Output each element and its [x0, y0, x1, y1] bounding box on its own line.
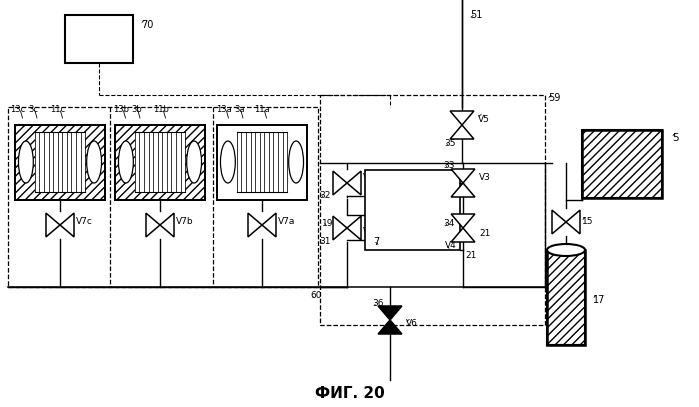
Bar — [582, 130, 662, 198]
Text: 70: 70 — [141, 20, 153, 30]
Text: V7c: V7c — [76, 217, 93, 225]
Text: 35: 35 — [444, 138, 456, 147]
Text: 13c: 13c — [10, 105, 25, 114]
Ellipse shape — [118, 141, 134, 183]
Text: 31: 31 — [319, 238, 331, 247]
Polygon shape — [451, 214, 475, 228]
Text: 17: 17 — [593, 295, 605, 305]
Text: V4: V4 — [445, 241, 456, 250]
Bar — [135, 132, 185, 192]
Polygon shape — [46, 213, 60, 237]
Polygon shape — [347, 171, 361, 195]
Text: 19: 19 — [322, 219, 333, 228]
Ellipse shape — [220, 141, 236, 183]
Bar — [547, 250, 585, 345]
Text: 3b: 3b — [131, 105, 142, 114]
Ellipse shape — [18, 141, 34, 183]
Polygon shape — [248, 213, 262, 237]
Polygon shape — [451, 183, 475, 197]
Bar — [547, 250, 585, 345]
Text: 7: 7 — [373, 237, 380, 247]
Bar — [8, 107, 318, 287]
Bar — [365, 170, 460, 250]
Text: 59: 59 — [548, 93, 561, 103]
Text: V1: V1 — [363, 228, 375, 236]
Text: 3c: 3c — [28, 105, 38, 114]
Text: V2: V2 — [363, 173, 375, 182]
Polygon shape — [450, 125, 474, 139]
Text: 34: 34 — [443, 219, 454, 228]
Polygon shape — [450, 111, 474, 125]
Text: 13a: 13a — [216, 105, 232, 114]
Text: 11b: 11b — [153, 105, 169, 114]
Text: V3: V3 — [479, 173, 491, 182]
Text: 15: 15 — [582, 217, 593, 227]
Polygon shape — [333, 171, 347, 195]
Polygon shape — [160, 213, 174, 237]
Bar — [15, 125, 105, 199]
Bar — [217, 125, 307, 199]
Polygon shape — [378, 320, 402, 334]
Text: 51: 51 — [470, 10, 482, 20]
Text: V7b: V7b — [176, 217, 194, 225]
Text: 32: 32 — [319, 190, 331, 199]
Bar — [320, 95, 545, 325]
Text: V5: V5 — [478, 114, 490, 123]
Text: V7a: V7a — [278, 217, 296, 225]
Text: 36: 36 — [372, 300, 384, 309]
Bar — [115, 125, 205, 199]
Bar — [15, 125, 105, 199]
Text: 21: 21 — [465, 250, 477, 260]
Ellipse shape — [547, 244, 585, 256]
Ellipse shape — [87, 141, 101, 183]
Text: 21: 21 — [479, 228, 491, 238]
Polygon shape — [566, 210, 580, 234]
Ellipse shape — [289, 141, 303, 183]
Polygon shape — [552, 210, 566, 234]
Polygon shape — [60, 213, 74, 237]
Polygon shape — [146, 213, 160, 237]
Polygon shape — [347, 216, 361, 240]
Ellipse shape — [187, 141, 201, 183]
Polygon shape — [451, 169, 475, 183]
Polygon shape — [451, 228, 475, 242]
Polygon shape — [333, 216, 347, 240]
Bar — [115, 125, 205, 199]
Text: V6: V6 — [406, 319, 418, 328]
Bar — [582, 130, 662, 198]
Text: 60: 60 — [310, 291, 322, 300]
Text: 13b: 13b — [113, 105, 129, 114]
Bar — [237, 132, 287, 192]
Text: 3a: 3a — [234, 105, 245, 114]
Text: 33: 33 — [443, 160, 454, 169]
Text: 11c: 11c — [50, 105, 65, 114]
Text: 11a: 11a — [254, 105, 270, 114]
Bar — [35, 132, 85, 192]
Bar — [65, 15, 133, 63]
Text: ФИГ. 20: ФИГ. 20 — [315, 385, 385, 400]
Polygon shape — [378, 306, 402, 320]
Polygon shape — [262, 213, 276, 237]
Text: 5: 5 — [672, 133, 679, 143]
